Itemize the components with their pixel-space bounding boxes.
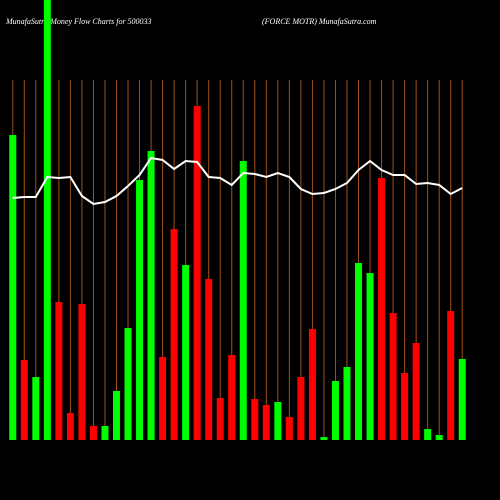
flow-line [12,156,463,206]
bar [331,381,339,440]
chart-subtitle: (FORCE MOTR) MunafaSutra.com [262,17,377,26]
bar [43,0,51,440]
bar [124,328,132,440]
bar [401,373,409,440]
bar [182,265,190,440]
bar [55,302,63,440]
bar [389,313,397,440]
bar [101,426,109,440]
bar [378,178,386,440]
bar [66,413,74,440]
bar [9,135,17,440]
bar [274,402,282,440]
bar [262,405,270,440]
bar [239,161,247,440]
bar [320,437,328,440]
bar [458,359,466,440]
bar [112,391,120,440]
bar [343,367,351,440]
bar [136,180,144,440]
bar [297,377,305,440]
bar [251,399,259,440]
bar [147,151,155,440]
bar [78,304,86,440]
bar [447,311,455,440]
bar [355,263,363,440]
bar [205,279,213,440]
bar [89,426,97,440]
bar [159,357,167,440]
bar [285,417,293,440]
bar [424,429,432,440]
bar [193,106,201,440]
bar [412,343,420,440]
chart-title: MunafaSutra Money Flow Charts for 500033 [5,17,152,26]
bar [308,329,316,440]
bar [170,229,178,440]
bar [20,360,28,440]
bar [366,273,374,440]
bar [435,435,443,440]
bar [216,398,224,440]
bar [32,377,40,440]
bar [228,355,236,440]
